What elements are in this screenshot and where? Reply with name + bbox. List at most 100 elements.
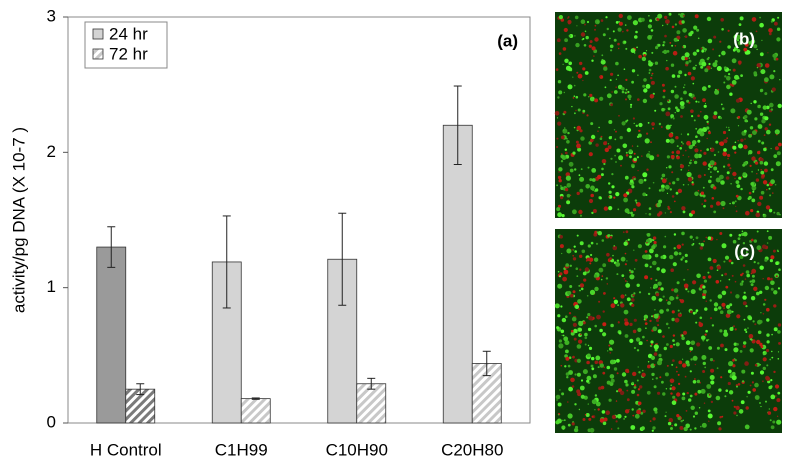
red-cell (694, 148, 699, 153)
red-cell (628, 409, 630, 411)
red-cell (690, 76, 696, 81)
green-cell (678, 252, 682, 256)
green-cell (637, 366, 639, 368)
red-cell (602, 371, 606, 375)
green-cell (777, 330, 781, 334)
red-cell (762, 244, 767, 249)
plot-frame (67, 16, 531, 424)
green-cell (673, 37, 678, 42)
green-cell (721, 107, 725, 110)
green-cell (777, 358, 780, 360)
green-cell (567, 413, 573, 419)
red-cell (745, 406, 749, 410)
green-cell (608, 120, 613, 124)
green-cell (728, 73, 731, 76)
green-cell (590, 364, 594, 368)
green-cell (607, 350, 609, 352)
green-cell (741, 280, 744, 283)
green-cell (586, 379, 590, 383)
green-cell (624, 24, 627, 26)
green-cell (594, 324, 597, 328)
green-cell (677, 309, 680, 312)
green-cell (604, 86, 607, 89)
red-cell (668, 132, 674, 138)
red-cell (716, 265, 722, 270)
green-cell (574, 373, 577, 376)
green-cell (721, 50, 726, 56)
green-cell (671, 74, 676, 78)
red-cell (743, 144, 748, 150)
green-cell (594, 409, 596, 411)
green-cell (624, 379, 628, 384)
green-cell (695, 127, 698, 130)
green-cell (770, 108, 774, 111)
red-cell (759, 68, 761, 70)
red-cell (625, 78, 628, 81)
green-cell (629, 338, 634, 343)
green-cell (766, 242, 769, 244)
green-cell (717, 294, 723, 299)
red-cell (609, 257, 612, 260)
green-cell (621, 121, 626, 126)
green-cell (648, 151, 650, 153)
green-cell (608, 190, 612, 194)
green-cell (599, 363, 604, 368)
green-cell (569, 264, 572, 267)
green-cell (645, 50, 648, 52)
green-cell (644, 263, 649, 268)
green-cell (751, 170, 753, 173)
red-cell (687, 269, 689, 271)
red-cell (588, 417, 592, 421)
green-cell (757, 320, 762, 325)
green-cell (559, 275, 561, 278)
green-cell (565, 315, 568, 319)
green-cell (630, 103, 633, 106)
red-cell (699, 246, 703, 250)
red-cell (579, 333, 582, 336)
green-cell (753, 71, 757, 75)
green-cell (583, 44, 587, 47)
red-cell (615, 130, 617, 133)
green-cell (574, 306, 577, 308)
green-cell (649, 155, 655, 161)
green-cell (702, 127, 708, 133)
red-cell (742, 301, 747, 306)
red-cell (731, 274, 734, 277)
red-cell (757, 201, 762, 207)
red-cell (674, 317, 680, 323)
green-cell (691, 140, 697, 145)
red-cell (570, 293, 574, 298)
green-cell (655, 279, 658, 282)
red-cell (759, 157, 764, 162)
green-cell (764, 258, 768, 262)
red-cell (767, 52, 769, 54)
red-cell (579, 129, 583, 133)
red-cell (689, 350, 692, 353)
red-cell (719, 416, 722, 419)
green-cell (665, 138, 670, 143)
green-cell (557, 212, 562, 218)
green-cell (601, 410, 606, 414)
green-cell (659, 309, 664, 314)
red-cell (768, 32, 772, 36)
red-cell (571, 385, 575, 388)
green-cell (725, 126, 728, 128)
green-cell (574, 35, 576, 37)
green-cell (608, 398, 612, 402)
green-cell (748, 134, 752, 138)
green-cell (595, 401, 601, 407)
red-cell (632, 371, 637, 377)
green-cell (670, 384, 672, 387)
bar (442, 124, 473, 424)
red-cell (642, 409, 646, 413)
red-cell (756, 63, 761, 68)
red-cell (652, 127, 654, 130)
red-cell (670, 268, 674, 273)
red-cell (732, 68, 736, 72)
y-axis-label: activity/pg DNA (X 10-7 ) (9, 127, 28, 313)
green-cell (563, 336, 569, 342)
green-cell (737, 237, 741, 241)
red-cell (620, 294, 625, 299)
green-cell (615, 161, 617, 163)
red-cell (563, 110, 567, 114)
